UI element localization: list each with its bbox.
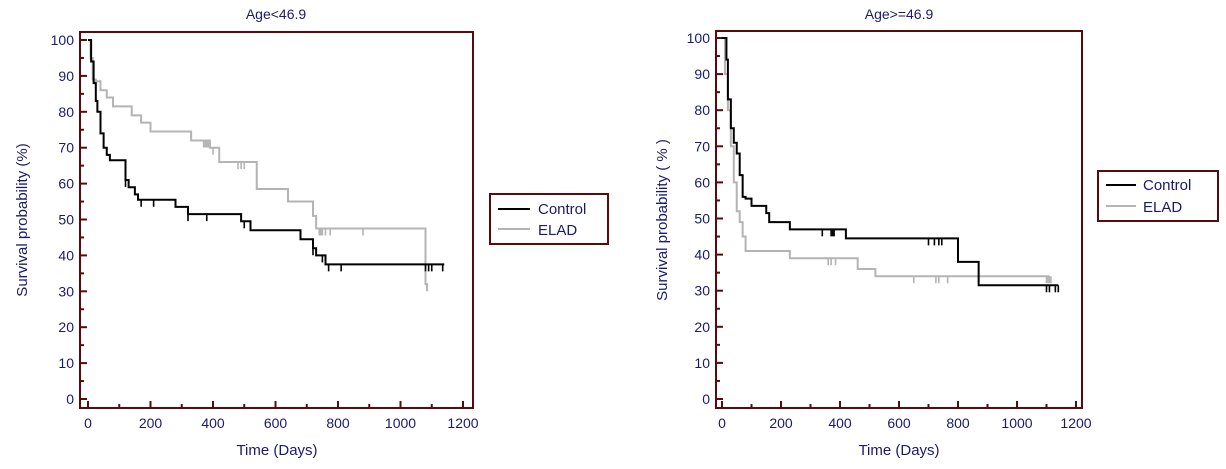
y-tick-label: 20	[694, 319, 710, 335]
survival-curves	[722, 37, 1060, 293]
x-tick-label: 1200	[447, 415, 478, 431]
y-tick-label: 30	[58, 283, 74, 299]
curve-control	[88, 39, 445, 266]
y-tick-label: 0	[66, 391, 74, 407]
chart-title: Age>=46.9	[865, 6, 934, 22]
y-tick-label: 10	[58, 355, 74, 371]
legend-elad-label: ELAD	[538, 222, 577, 239]
y-tick-label: 100	[51, 32, 75, 48]
x-tick-label: 200	[769, 415, 793, 431]
y-tick-label: 50	[694, 211, 710, 227]
legend-control-label: Control	[1143, 177, 1191, 194]
y-tick-label: 20	[58, 319, 74, 335]
x-tick-label: 800	[326, 415, 350, 431]
x-tick-label: 800	[946, 415, 970, 431]
x-tick-label: 400	[828, 415, 852, 431]
x-tick-label: 200	[139, 415, 163, 431]
x-tick-label: 0	[718, 415, 726, 431]
x-tick-label: 400	[201, 415, 225, 431]
y-tick-label: 70	[694, 138, 710, 154]
y-tick-label: 60	[694, 174, 710, 190]
chart-title: Age<46.9	[246, 6, 307, 22]
y-axis-label: Survival probability ( % )	[654, 139, 671, 301]
y-tick-label: 40	[58, 247, 74, 263]
legend-frame	[489, 193, 609, 245]
y-tick-label: 90	[58, 68, 74, 84]
y-tick-label: 100	[687, 30, 711, 46]
x-axis-label: Time (Days)	[858, 442, 939, 459]
y-tick-label: 90	[694, 66, 710, 82]
y-tick-label: 0	[702, 391, 710, 407]
legend-elad-label: ELAD	[1143, 199, 1182, 216]
x-tick-label: 1200	[1060, 415, 1091, 431]
plot-frame	[79, 31, 474, 409]
x-tick-label: 0	[84, 415, 92, 431]
x-tick-label: 600	[887, 415, 911, 431]
y-tick-label: 30	[694, 283, 710, 299]
x-axis-label: Time (Days)	[236, 442, 317, 459]
survival-curves	[88, 39, 445, 292]
x-tick-label: 600	[264, 415, 288, 431]
y-tick-label: 70	[58, 140, 74, 156]
legend-right: Control ELAD	[1097, 170, 1219, 222]
curve-elad	[88, 39, 429, 292]
legend-frame	[1097, 170, 1219, 222]
plot-frame	[715, 30, 1083, 409]
y-tick-label: 80	[694, 102, 710, 118]
y-tick-label: 10	[694, 355, 710, 371]
legend-left: Control ELAD	[489, 193, 609, 245]
x-tick-label: 1000	[1001, 415, 1032, 431]
y-tick-label: 80	[58, 104, 74, 120]
y-tick-label: 50	[58, 212, 74, 228]
y-axis-label: Survival probability (%)	[14, 143, 31, 296]
x-tick-label: 1000	[385, 415, 416, 431]
curve-elad	[722, 37, 1050, 278]
legend-control-label: Control	[538, 201, 586, 218]
y-tick-label: 40	[694, 247, 710, 263]
curve-control	[722, 37, 1059, 287]
y-tick-label: 60	[58, 176, 74, 192]
